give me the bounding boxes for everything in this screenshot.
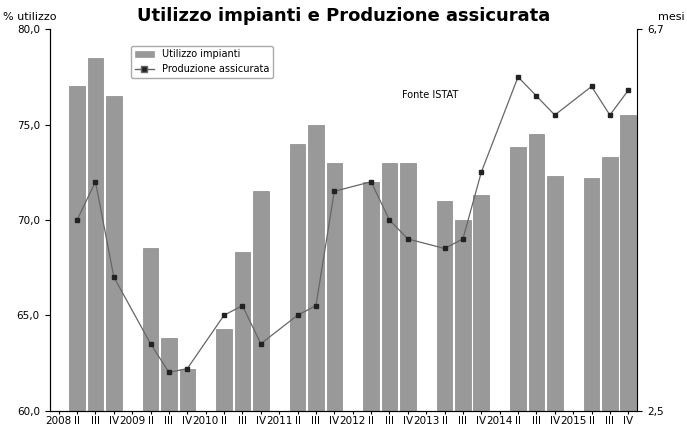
Bar [326,163,342,433]
Text: % utilizzo: % utilizzo [3,12,56,22]
Bar [179,368,195,433]
Bar [602,157,618,433]
Text: Fonte ISTAT: Fonte ISTAT [403,90,458,100]
Bar [620,115,636,433]
Bar [69,87,85,433]
Bar [143,249,159,433]
Bar [473,195,489,433]
Bar [510,148,526,433]
Legend: Utilizzo impianti, Produzione assicurata: Utilizzo impianti, Produzione assicurata [131,45,273,78]
Bar [547,176,563,433]
Bar [584,178,599,433]
Bar [308,125,324,433]
Bar [455,220,471,433]
Bar [161,338,177,433]
Bar [437,201,452,433]
Bar [363,182,379,433]
Bar [381,163,397,433]
Bar [235,252,250,433]
Text: mesi: mesi [658,12,684,22]
Bar [216,329,232,433]
Bar [88,58,103,433]
Title: Utilizzo impianti e Produzione assicurata: Utilizzo impianti e Produzione assicurat… [137,7,550,25]
Bar [528,134,544,433]
Bar [106,96,122,433]
Bar [253,191,269,433]
Bar [400,163,416,433]
Bar [290,144,306,433]
